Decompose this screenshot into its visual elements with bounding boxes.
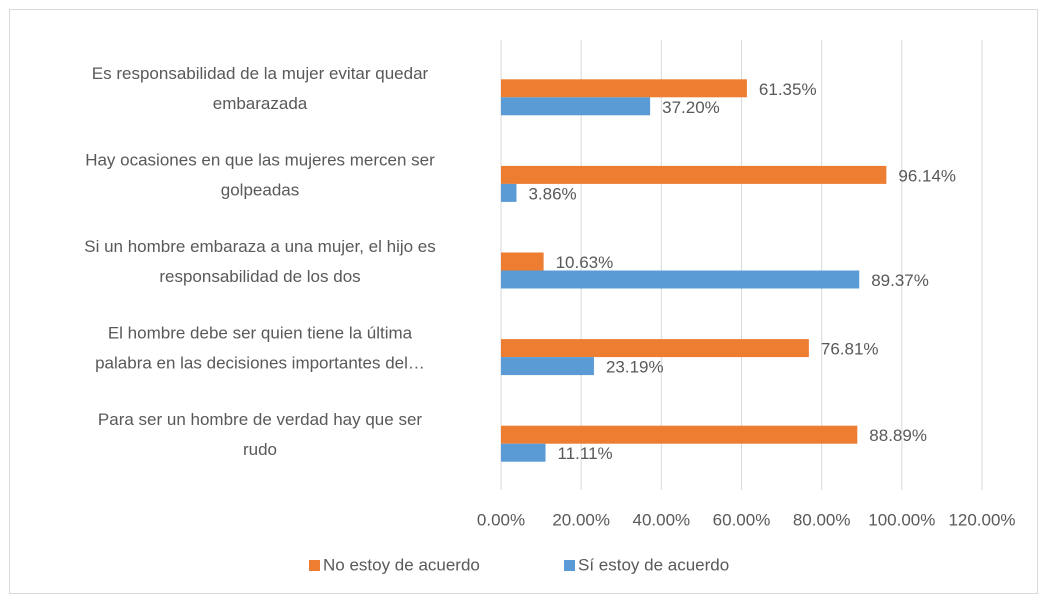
- bar: [501, 183, 517, 202]
- x-tick-label: 0.00%: [477, 510, 525, 529]
- bar: [501, 443, 546, 462]
- value-label: 89.37%: [871, 271, 929, 290]
- category-label: El hombre debe ser quien tiene la última: [108, 324, 413, 343]
- bar: [501, 425, 858, 444]
- x-tick-label: 20.00%: [552, 510, 610, 529]
- bar: [501, 165, 887, 184]
- x-tick-label: 60.00%: [713, 510, 771, 529]
- category-label: Hay ocasiones en que las mujeres mercen …: [85, 150, 435, 169]
- value-label: 11.11%: [558, 444, 613, 463]
- legend-label: Sí estoy de acuerdo: [578, 555, 729, 574]
- category-label: rudo: [243, 440, 277, 459]
- legend-swatch: [564, 560, 575, 571]
- category-label: responsabilidad de los dos: [159, 267, 360, 286]
- bar: [501, 252, 544, 271]
- value-label: 37.20%: [662, 98, 720, 117]
- value-label: 23.19%: [606, 358, 664, 377]
- category-label: embarazada: [213, 94, 308, 113]
- value-label: 88.89%: [869, 426, 927, 445]
- value-label: 61.35%: [759, 80, 817, 99]
- x-tick-label: 80.00%: [793, 510, 851, 529]
- category-label: Para ser un hombre de verdad hay que ser: [98, 410, 422, 429]
- legend-swatch: [309, 560, 320, 571]
- category-label: golpeadas: [221, 180, 299, 199]
- value-label: 96.14%: [898, 166, 956, 185]
- x-tick-label: 40.00%: [632, 510, 690, 529]
- category-label: palabra en las decisiones importantes de…: [95, 354, 425, 373]
- bar: [501, 357, 594, 376]
- bar: [501, 79, 747, 98]
- x-tick-label: 100.00%: [868, 510, 935, 529]
- value-label: 3.86%: [528, 184, 576, 203]
- category-label: Es responsabilidad de la mujer evitar qu…: [92, 64, 429, 83]
- bar: [501, 270, 860, 289]
- value-label: 10.63%: [556, 253, 614, 272]
- x-tick-label: 120.00%: [948, 510, 1015, 529]
- legend-label: No estoy de acuerdo: [323, 555, 480, 574]
- category-label: Si un hombre embaraza a una mujer, el hi…: [84, 237, 436, 256]
- bar: [501, 97, 651, 116]
- value-label: 76.81%: [821, 340, 879, 359]
- bar: [501, 339, 809, 358]
